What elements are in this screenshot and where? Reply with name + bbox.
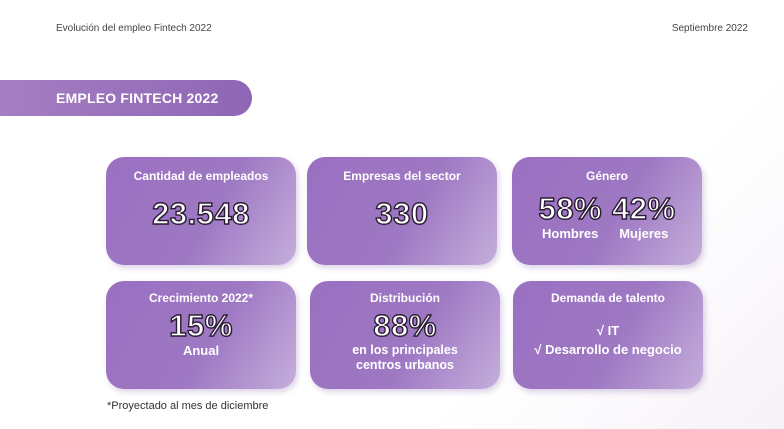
women-stat: 42% Mujeres: [611, 191, 676, 241]
footnote: *Proyectado al mes de diciembre: [107, 400, 269, 412]
talent-item-business-development: √ Desarrollo de negocio: [534, 342, 682, 357]
women-value: 42%: [611, 191, 676, 226]
report-title: Evolución del empleo Fintech 2022: [56, 23, 212, 34]
employees-value: 23.548: [151, 195, 250, 231]
distribution-label-line2: centros urbanos: [356, 358, 454, 372]
talent-list: √ IT √ Desarrollo de negocio: [513, 321, 703, 359]
companies-card: Empresas del sector 330: [307, 157, 497, 265]
gender-split: 58% Hombres 42% Mujeres: [512, 191, 702, 241]
men-value: 58%: [538, 191, 602, 226]
women-label: Mujeres: [619, 226, 669, 241]
growth-label: Anual: [182, 343, 220, 358]
distribution-card: Distribución 88% en los principales cent…: [310, 281, 500, 389]
men-label: Hombres: [542, 226, 599, 241]
companies-value: 330: [375, 195, 429, 231]
employees-title: Cantidad de empleados: [133, 169, 269, 183]
growth-card: Crecimiento 2022* 15% Anual: [106, 281, 296, 389]
talent-card: Demanda de talento √ IT √ Desarrollo de …: [513, 281, 703, 389]
growth-value: 15%: [169, 308, 233, 343]
gender-title: Género: [585, 169, 628, 183]
employees-card: Cantidad de empleados 23.548: [106, 157, 296, 265]
companies-title: Empresas del sector: [343, 169, 461, 183]
distribution-label-line1: en los principales: [352, 343, 458, 357]
talent-title: Demanda de talento: [550, 291, 666, 305]
men-stat: 58% Hombres: [538, 191, 602, 241]
report-date: Septiembre 2022: [671, 23, 748, 34]
talent-item-it: √ IT: [596, 323, 620, 338]
section-banner: EMPLEO FINTECH 2022: [0, 80, 252, 116]
growth-title: Crecimiento 2022*: [148, 291, 254, 305]
distribution-value: 88%: [373, 308, 437, 343]
distribution-title: Distribución: [369, 291, 440, 305]
gender-card: Género 58% Hombres 42% Mujeres: [512, 157, 702, 265]
